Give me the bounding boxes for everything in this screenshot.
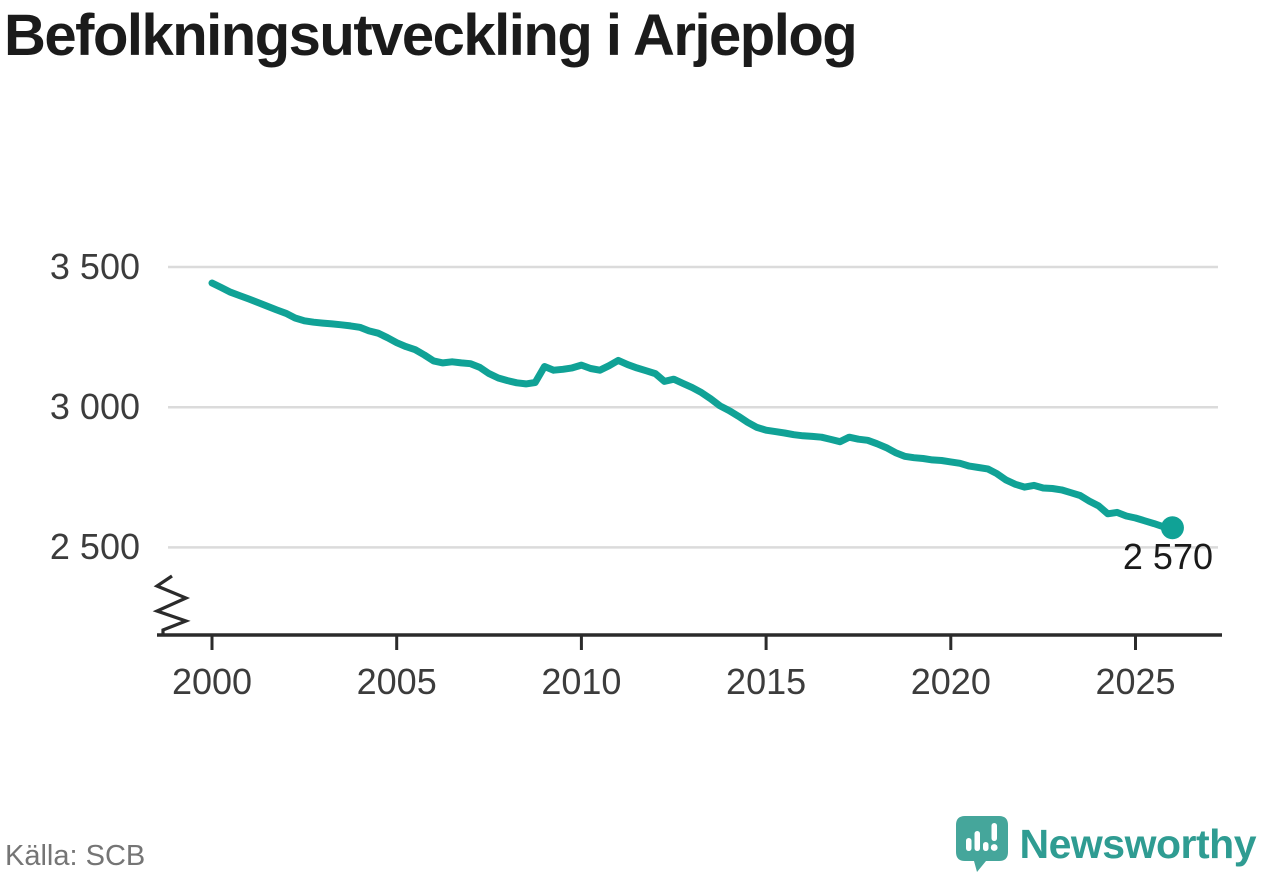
- x-axis-tick-label: 2010: [541, 661, 622, 702]
- newsworthy-logo-icon: [955, 816, 1008, 872]
- x-axis-tick-label: 2000: [171, 661, 253, 702]
- logo-bar-icon: [982, 842, 988, 851]
- logo-bar-icon: [974, 831, 980, 851]
- x-axis-tick-label: 2025: [1095, 661, 1176, 702]
- y-axis-tick-label: 3 000: [49, 386, 140, 428]
- brand-wordmark: Newsworthy: [1019, 821, 1257, 867]
- logo-exclamation-icon: [991, 823, 997, 841]
- x-axis-tick-label: 2005: [356, 661, 437, 702]
- page-title: Befolkningsutveckling i Arjeplog: [4, 3, 858, 68]
- end-point-marker: [1160, 516, 1184, 540]
- x-axis-tick-label: 2015: [726, 661, 807, 702]
- last-value-label: 2 570: [1122, 536, 1213, 577]
- population-line: [208, 279, 1176, 532]
- source-note: Källa: SCB: [5, 840, 146, 872]
- y-axis-tick-label: 3 500: [49, 246, 140, 287]
- logo-exclamation-dot-icon: [990, 844, 998, 851]
- newsworthy-branding: Newsworthy: [955, 816, 1257, 872]
- axis-break-icon: [152, 574, 191, 634]
- y-axis-tick-label: 2 500: [49, 526, 140, 568]
- x-axis-tick-label: 2020: [910, 661, 991, 702]
- logo-bar-icon: [965, 838, 971, 851]
